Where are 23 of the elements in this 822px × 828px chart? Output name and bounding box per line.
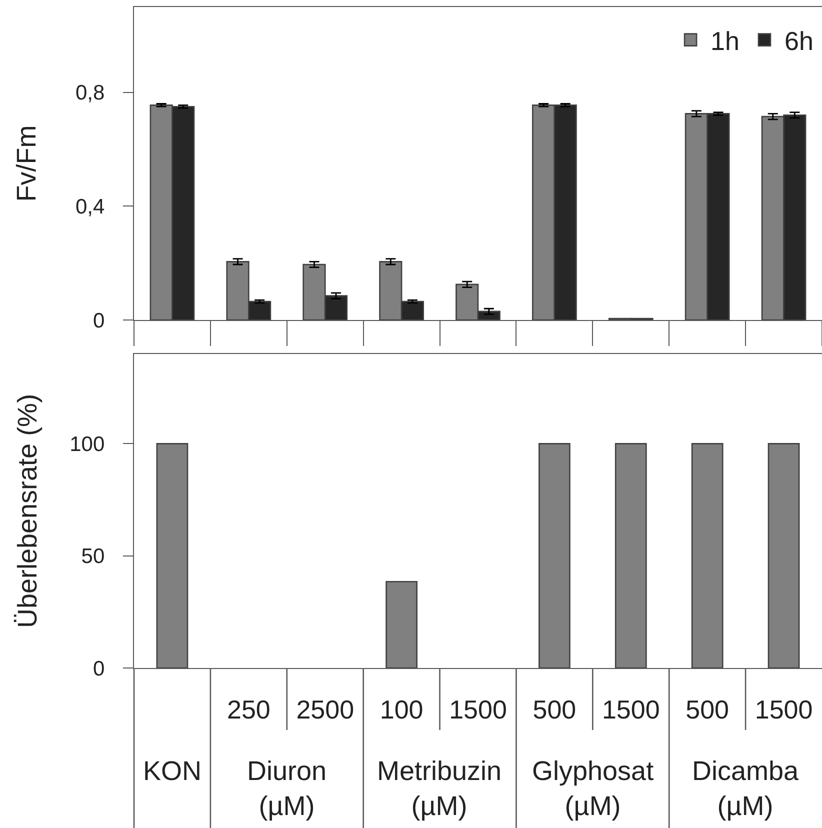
text: KON <box>143 756 202 786</box>
x-tick-label: 1500 <box>754 694 813 724</box>
y-axis-title: Fv/Fm <box>11 125 42 202</box>
y-axis-title: Überlebensrate (%) <box>12 394 43 628</box>
text: Dicamba (µM) <box>692 756 800 822</box>
text: Diuron (µM) <box>247 756 327 822</box>
x-tick-label: 250 <box>226 694 270 724</box>
y-tick-label: 0 <box>92 309 105 332</box>
x-tick-label: 500 <box>686 694 730 724</box>
legend-label: 6h <box>784 26 814 56</box>
x-tick-label: 2500 <box>296 694 354 724</box>
text: Metribuzin (µM) <box>377 756 502 822</box>
y-tick-label: 0,8 <box>75 82 105 105</box>
x-tick-label: 500 <box>532 694 576 724</box>
legend-label: 1h <box>710 26 740 56</box>
y-tick-label: 0 <box>92 657 105 680</box>
text: Glyphosat (µM) <box>532 756 654 822</box>
y-tick-label: 50 <box>81 545 105 568</box>
x-tick-label: 1500 <box>602 694 660 724</box>
y-tick-label: 100 <box>70 433 105 456</box>
x-tick-label: 100 <box>380 694 424 724</box>
y-tick-label: 0,4 <box>75 196 105 219</box>
x-tick-label: 1500 <box>449 694 507 724</box>
